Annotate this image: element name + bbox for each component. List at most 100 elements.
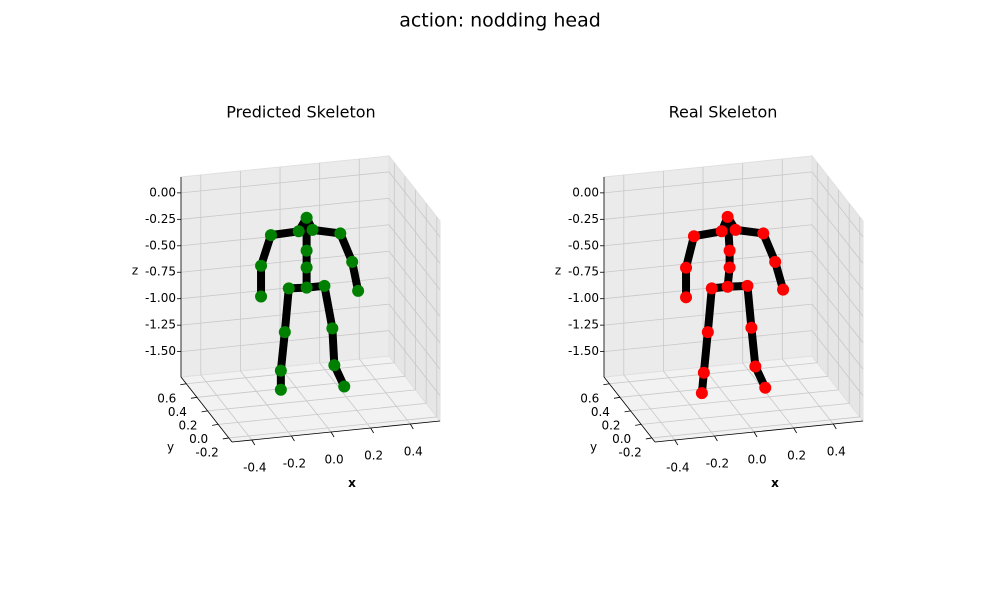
- joint: [274, 383, 287, 396]
- joint: [695, 387, 708, 400]
- z-axis-label: z: [132, 264, 138, 278]
- grid-line: [811, 224, 864, 291]
- z-tick-label: -0.50: [568, 238, 599, 252]
- joint: [777, 283, 790, 296]
- axes-3d: -0.4 -0.2 0.0 0.2 0.4-0.20.00.20.40.60.00-0.…: [132, 103, 441, 490]
- joint: [338, 380, 351, 393]
- joint: [721, 210, 734, 223]
- joint: [680, 261, 693, 274]
- grid-line: [200, 374, 253, 441]
- joint: [306, 223, 319, 236]
- joint: [352, 284, 365, 297]
- axis-line: [180, 376, 233, 443]
- joint: [300, 281, 313, 294]
- grid-line: [702, 366, 755, 433]
- grid-line: [388, 171, 441, 238]
- tick-mark: [409, 423, 414, 430]
- joint: [697, 366, 710, 379]
- grid-line: [811, 250, 864, 317]
- axis-line: [231, 420, 441, 443]
- grid-line: [651, 416, 860, 439]
- grid-line: [186, 362, 395, 385]
- joint: [741, 279, 754, 292]
- bone: [320, 281, 337, 333]
- joint: [687, 230, 700, 243]
- joint: [292, 225, 305, 238]
- grid-line: [630, 389, 839, 412]
- grid-line: [603, 171, 813, 194]
- bone: [703, 284, 716, 337]
- joint: [334, 227, 347, 240]
- grid-line: [388, 330, 441, 396]
- joint: [278, 326, 291, 339]
- x-tick-label: 0.0: [325, 453, 344, 467]
- z-tick-label: -0.75: [568, 265, 599, 279]
- joint: [729, 223, 742, 236]
- y-axis-label: y: [590, 440, 597, 454]
- joint: [749, 360, 762, 373]
- joint: [757, 227, 770, 240]
- z-tick-label: 0.00: [149, 185, 176, 199]
- joint: [264, 229, 277, 242]
- x-axis-label: x: [348, 476, 356, 490]
- tick-mark: [291, 435, 295, 442]
- grid-line: [388, 303, 441, 370]
- joint: [328, 359, 341, 372]
- grid-line: [196, 375, 405, 398]
- grid-line: [388, 224, 441, 291]
- joint: [723, 244, 736, 257]
- grid-line: [811, 198, 864, 264]
- y-tick-label: 0.6: [580, 391, 599, 405]
- joint: [255, 259, 268, 272]
- x-tick-label: -0.2: [283, 457, 306, 471]
- x-tick-label: 0.0: [748, 453, 767, 467]
- y-tick-label: -0.2: [618, 445, 641, 459]
- grid-line: [358, 358, 411, 425]
- tick-mark: [251, 439, 256, 446]
- tick-mark: [645, 437, 652, 440]
- x-tick-label: 0.2: [364, 449, 383, 463]
- grid-line: [388, 277, 441, 343]
- axes-3d: -0.4 -0.2 0.0 0.2 0.4-0.20.00.20.40.60.00-0.…: [555, 103, 864, 490]
- tick-mark: [222, 437, 229, 440]
- joint: [769, 255, 782, 268]
- tick-mark: [832, 423, 837, 430]
- tick-mark: [793, 427, 798, 434]
- tick-mark: [201, 410, 208, 413]
- grid-line: [180, 250, 390, 273]
- tick-mark: [613, 396, 621, 399]
- grid-line: [319, 362, 371, 429]
- joint: [701, 326, 714, 339]
- grid-line: [218, 402, 427, 425]
- x-axis-label: x: [771, 476, 779, 490]
- y-tick-label: 0.6: [157, 391, 176, 405]
- x-tick-label: -0.2: [706, 457, 729, 471]
- grid-line: [742, 362, 794, 429]
- z-axis-label: z: [555, 264, 561, 278]
- x-tick-label: -0.4: [243, 461, 266, 475]
- bone: [280, 284, 293, 337]
- figure-title: action: nodding head: [399, 10, 601, 32]
- joint: [282, 282, 295, 295]
- axis-line: [654, 420, 864, 443]
- panel-title: Predicted Skeleton: [226, 103, 375, 122]
- z-tick-label: -0.75: [145, 265, 176, 279]
- grid-line: [811, 277, 864, 343]
- x-tick-label: -0.4: [666, 461, 689, 475]
- y-tick-label: -0.2: [195, 445, 218, 459]
- y-tick-label: 0.4: [168, 405, 187, 419]
- grid-line: [663, 370, 715, 437]
- grid-line: [619, 375, 828, 398]
- z-tick-label: -0.25: [568, 212, 599, 226]
- joint: [300, 261, 313, 274]
- joint: [715, 225, 728, 238]
- joint: [300, 211, 313, 224]
- joint: [274, 364, 287, 377]
- joint: [723, 261, 736, 274]
- tick-mark: [330, 431, 335, 438]
- z-tick-label: -0.50: [145, 238, 176, 252]
- y-tick-label: 0.0: [189, 432, 208, 446]
- tick-mark: [370, 427, 375, 434]
- y-tick-label: 0.0: [612, 432, 631, 446]
- grid-line: [388, 250, 441, 317]
